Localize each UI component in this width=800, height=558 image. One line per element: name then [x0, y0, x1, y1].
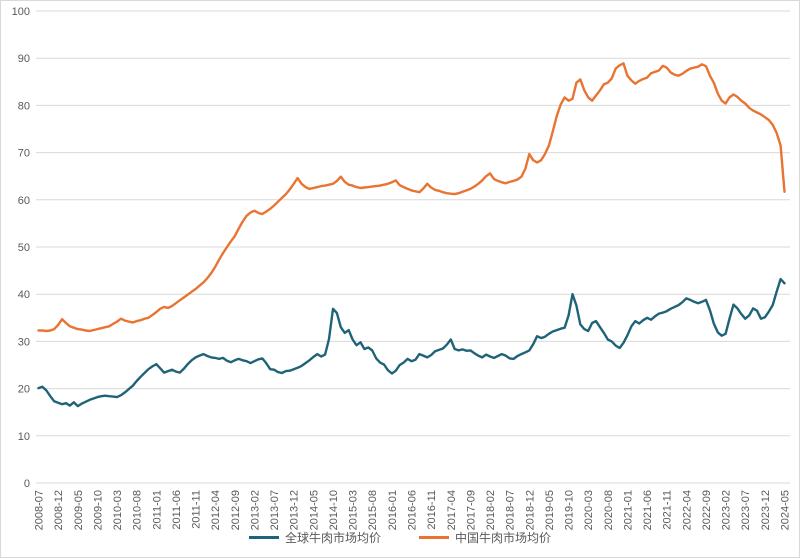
x-axis-label: 2015-03 [348, 490, 360, 530]
x-axis-label: 2014-05 [308, 490, 320, 530]
series-line-global [37, 277, 786, 408]
legend-item-china: 中国牛肉市场均价 [419, 529, 551, 546]
x-axis-label: 2016-01 [387, 490, 399, 530]
y-axis-label: 60 [18, 195, 30, 207]
y-axis-label: 90 [18, 53, 30, 65]
x-axis-label: 2018-12 [524, 490, 536, 530]
x-axis-label: 2008-12 [53, 490, 65, 530]
x-axis-label: 2021-11 [662, 490, 674, 530]
legend-item-global: 全球牛肉市场均价 [248, 529, 381, 546]
x-axis-label: 2011-06 [171, 490, 183, 530]
x-axis-label: 2013-12 [289, 490, 301, 530]
x-axis-label: 2020-08 [603, 490, 615, 530]
x-axis-label: 2012-09 [230, 490, 242, 530]
x-axis-label: 2022-04 [681, 490, 693, 530]
y-axis-label: 100 [12, 6, 30, 18]
x-axis-label: 2021-06 [642, 490, 654, 530]
y-axis-label: 50 [18, 242, 30, 254]
x-axis-label: 2016-06 [407, 490, 419, 530]
x-axis-label: 2017-09 [465, 490, 477, 530]
x-axis-label: 2023-12 [760, 490, 772, 530]
y-axis-label: 20 [18, 384, 30, 396]
x-axis-label: 2023-07 [740, 490, 752, 530]
y-axis-label: 70 [18, 148, 30, 160]
y-axis-label: 30 [18, 336, 30, 348]
x-axis-label: 2010-08 [132, 490, 144, 530]
x-axis-label: 2010-03 [112, 490, 124, 530]
x-axis-label: 2020-03 [583, 490, 595, 530]
x-axis-label: 2013-07 [269, 490, 281, 530]
x-axis-label: 2019-05 [544, 490, 556, 530]
x-axis-label: 2008-07 [34, 490, 46, 530]
x-axis-label: 2015-08 [367, 490, 379, 530]
x-axis-label: 2011-01 [151, 490, 163, 530]
series-line-china [37, 62, 786, 333]
x-axis-label: 2011-11 [191, 490, 203, 529]
x-axis-label: 2013-02 [249, 490, 261, 530]
x-axis-label: 2018-02 [485, 490, 497, 530]
x-axis-label: 2022-09 [701, 490, 713, 530]
legend-label-china: 中国牛肉市场均价 [455, 531, 552, 545]
x-axis-label: 2024-05 [780, 490, 792, 530]
y-axis-label: 10 [18, 431, 30, 443]
x-axis-label: 2019-10 [564, 490, 576, 530]
y-axis-label: 80 [18, 100, 30, 112]
x-axis-label: 2018-07 [505, 490, 517, 530]
x-axis-label: 2017-04 [446, 490, 458, 530]
legend-swatch-china [419, 536, 449, 539]
x-axis-label: 2021-01 [622, 490, 634, 530]
x-axis-label: 2014-10 [328, 490, 340, 530]
legend-label-global: 全球牛肉市场均价 [284, 531, 381, 545]
chart-legend: 全球牛肉市场均价 中国牛肉市场均价 [1, 529, 799, 546]
y-axis-label: 40 [18, 289, 30, 301]
x-axis-label: 2009-10 [92, 490, 104, 530]
x-axis-label: 2012-04 [210, 490, 222, 530]
y-axis-label: 0 [24, 478, 30, 490]
x-axis-label: 2023-02 [721, 490, 733, 530]
legend-swatch-global [248, 536, 279, 539]
x-axis-label: 2009-05 [73, 490, 85, 530]
x-axis-label: 2016-11 [426, 490, 438, 530]
